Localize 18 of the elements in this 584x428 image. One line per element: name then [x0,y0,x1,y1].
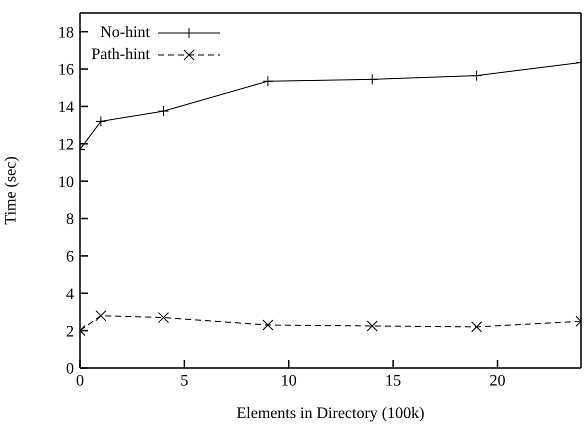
y-tick-label: 8 [66,211,74,228]
y-tick-label: 18 [58,24,74,42]
x-tick-label: 10 [280,372,297,390]
y-tick-label: 6 [66,248,74,266]
x-tick-label: 5 [180,372,188,390]
y-axis-title: Time (sec) [2,156,20,225]
x-tick-label: 15 [385,372,402,390]
y-tick-label: 16 [58,62,74,79]
y-tick-label: 4 [66,286,74,303]
x-tick-label: 20 [490,372,506,390]
y-tick-label: 2 [66,323,74,340]
legend-label: No-hint [100,24,150,42]
y-tick-label: 10 [58,174,74,191]
y-tick-label: 12 [58,136,74,154]
x-axis-title: Elements in Directory (100k) [236,405,424,422]
y-tick-label: 0 [66,360,74,378]
y-tick-label: 14 [58,99,74,116]
legend-label: Path-hint [91,46,150,64]
